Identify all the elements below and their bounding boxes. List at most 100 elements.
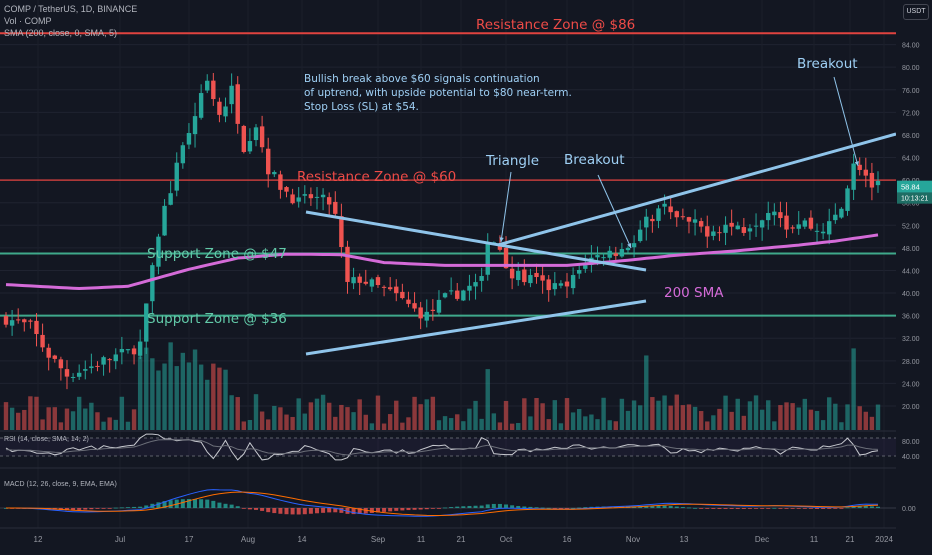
volume-bar	[668, 405, 673, 430]
volume-bars	[3, 342, 881, 430]
volume-bar	[70, 411, 76, 430]
volume-bar	[455, 414, 460, 430]
candle-body	[351, 277, 356, 284]
volume-bar	[137, 356, 143, 430]
breakout-arrow-2-head	[854, 161, 859, 166]
volume-bar	[351, 412, 356, 430]
candle-body	[314, 196, 320, 198]
macd-histogram-bar	[430, 508, 435, 509]
macd-histogram-bar	[144, 505, 149, 508]
breakout-label-2: Breakout	[797, 56, 858, 72]
candle-body	[192, 116, 198, 135]
candle-body	[107, 359, 112, 361]
countdown-badge	[897, 192, 932, 204]
volume-bar	[650, 397, 655, 430]
macd-histogram-bar	[760, 508, 765, 509]
triangle-arrow	[500, 171, 512, 243]
volume-bar	[796, 407, 801, 430]
candle-body	[808, 217, 814, 229]
candle-body	[741, 227, 747, 233]
macd-histogram-bar	[436, 508, 441, 509]
breakout-arrow-2	[833, 76, 859, 167]
candle-body	[485, 241, 490, 275]
candle-body	[473, 282, 478, 287]
macd-histogram-bar	[119, 507, 124, 509]
candle-body	[296, 197, 301, 202]
candle-body	[326, 197, 332, 205]
volume-bar	[845, 404, 850, 430]
volume-bar	[674, 394, 679, 430]
macd-histogram-bar	[504, 504, 509, 508]
macd-histogram-bar	[686, 507, 691, 509]
time-tick-label: 13	[680, 535, 689, 544]
volume-bar	[302, 413, 307, 430]
macd-histogram-bar	[247, 508, 252, 510]
candle-body	[272, 172, 277, 175]
candle-body	[223, 106, 228, 117]
candle-body	[528, 275, 533, 284]
candle-body	[467, 285, 472, 291]
macd-histogram-bar	[741, 508, 746, 509]
macd-histogram-bar	[71, 508, 76, 511]
macd-histogram-bar	[705, 508, 710, 509]
volume-bar	[479, 418, 484, 430]
macd-histogram-bar	[83, 508, 88, 510]
volume-bar	[802, 398, 808, 430]
macd-histogram-bar	[668, 505, 673, 508]
candle-body	[772, 211, 777, 216]
volume-bar	[723, 395, 728, 430]
macd-histogram-bar	[260, 508, 265, 511]
volume-bar	[467, 408, 472, 430]
candle-body	[778, 212, 783, 219]
macd-histogram-bar	[796, 508, 801, 509]
rsi-tick-label: 80.00	[902, 439, 920, 446]
price-tick-label: 48.00	[902, 246, 920, 253]
volume-bar	[491, 413, 497, 430]
candle-body	[662, 203, 667, 207]
candle-body	[369, 279, 375, 287]
candle-body	[625, 247, 631, 251]
candle-body	[119, 348, 125, 353]
volume-bar	[430, 396, 436, 430]
macd-histogram-bar	[577, 507, 582, 509]
candle-body	[558, 283, 564, 286]
candle-body	[137, 341, 143, 356]
candle-body	[308, 194, 314, 199]
volume-bar	[461, 421, 466, 430]
volume-bar	[22, 409, 27, 430]
time-tick-label: 12	[34, 535, 43, 544]
triangle-label: Triangle	[485, 153, 539, 169]
macd-histogram-bar	[528, 506, 533, 508]
macd-histogram-bar	[223, 503, 228, 508]
volume-bar	[156, 370, 161, 430]
volume-bar	[857, 406, 862, 430]
rsi-line	[5, 433, 879, 461]
candle-body	[150, 265, 155, 302]
volume-bar	[497, 422, 503, 430]
price-tick-label: 40.00	[902, 291, 920, 298]
currency-badge[interactable]: USDT	[903, 4, 929, 20]
candle-body	[516, 270, 521, 281]
macd-histogram-bar	[369, 508, 374, 513]
volume-bar	[15, 412, 21, 430]
macd-histogram-bar	[772, 507, 777, 509]
volume-bar	[247, 419, 253, 430]
macd-histogram-bar	[314, 508, 319, 514]
macd-histogram-bar	[400, 508, 405, 511]
volume-bar	[552, 400, 558, 430]
volume-bar	[546, 419, 551, 430]
macd-histogram-bar	[461, 506, 466, 508]
macd-histogram-bar	[674, 506, 679, 508]
macd-histogram-bar	[869, 506, 874, 508]
triangle-upper-trendline	[305, 210, 647, 272]
time-tick-label: Dec	[755, 535, 769, 544]
volume-bar	[345, 407, 350, 430]
volume-bar	[570, 412, 576, 430]
volume-bar	[625, 410, 631, 430]
candle-body	[345, 246, 350, 282]
macd-histogram-bar	[64, 508, 69, 511]
macd-histogram-bar	[778, 508, 783, 509]
macd-histogram-bar	[89, 508, 94, 510]
